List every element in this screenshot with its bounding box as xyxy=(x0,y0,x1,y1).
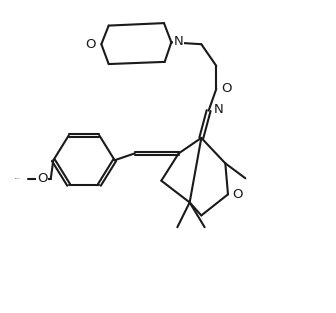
Text: O: O xyxy=(85,38,96,51)
Text: methoxy: methoxy xyxy=(15,178,21,179)
Text: O: O xyxy=(37,172,47,185)
Text: O: O xyxy=(233,188,243,202)
Text: N: N xyxy=(214,103,223,116)
Text: N: N xyxy=(174,35,183,48)
Text: O: O xyxy=(221,82,232,95)
